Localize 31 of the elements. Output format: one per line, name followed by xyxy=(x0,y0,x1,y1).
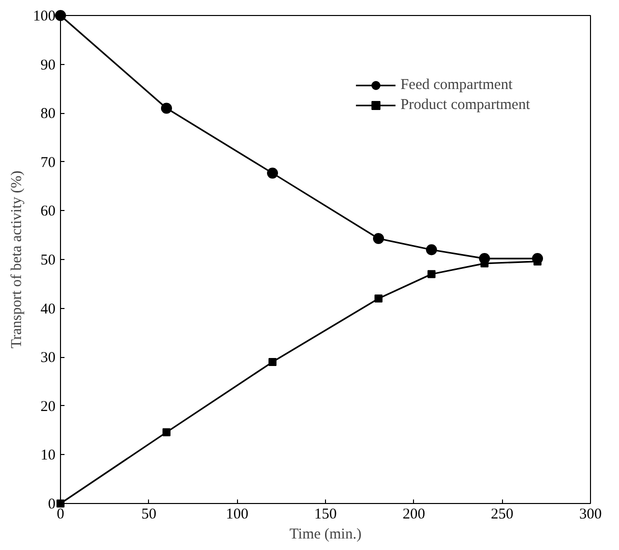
y-tick-label: 40 xyxy=(40,301,56,318)
point xyxy=(161,102,172,114)
y-tick-label: 90 xyxy=(40,57,56,74)
point xyxy=(162,428,170,436)
point xyxy=(56,500,64,508)
legend-label: Product compartment xyxy=(400,96,530,114)
point xyxy=(374,294,382,303)
x-tick-label: 300 xyxy=(579,506,602,522)
y-axis-title: Transport of beta activity (%) xyxy=(9,170,25,348)
y-tick-label: 20 xyxy=(40,398,56,415)
point xyxy=(267,168,278,179)
y-tick-label: 80 xyxy=(40,106,56,122)
y-tick-label: 30 xyxy=(40,350,56,366)
x-tick-label: 100 xyxy=(226,506,248,522)
y-tick-label: 10 xyxy=(40,448,56,464)
point xyxy=(426,244,437,256)
x-tick-label: 200 xyxy=(402,506,426,522)
y-tick-label: 100 xyxy=(33,8,56,24)
legend-label: Feed compartment xyxy=(400,76,512,94)
point xyxy=(373,233,384,244)
y-tick-label: 0 xyxy=(48,496,56,512)
point xyxy=(268,358,276,366)
point xyxy=(55,10,66,21)
point xyxy=(428,270,436,278)
x-tick-label: 250 xyxy=(490,506,514,522)
x-axis-title: Time (min.) xyxy=(290,526,362,542)
y-tick-label: 50 xyxy=(40,252,56,268)
x-tick-label: 150 xyxy=(314,506,337,522)
x-tick-label: 50 xyxy=(141,506,156,522)
y-tick-label: 60 xyxy=(40,204,56,220)
y-tick-label: 70 xyxy=(40,154,56,171)
